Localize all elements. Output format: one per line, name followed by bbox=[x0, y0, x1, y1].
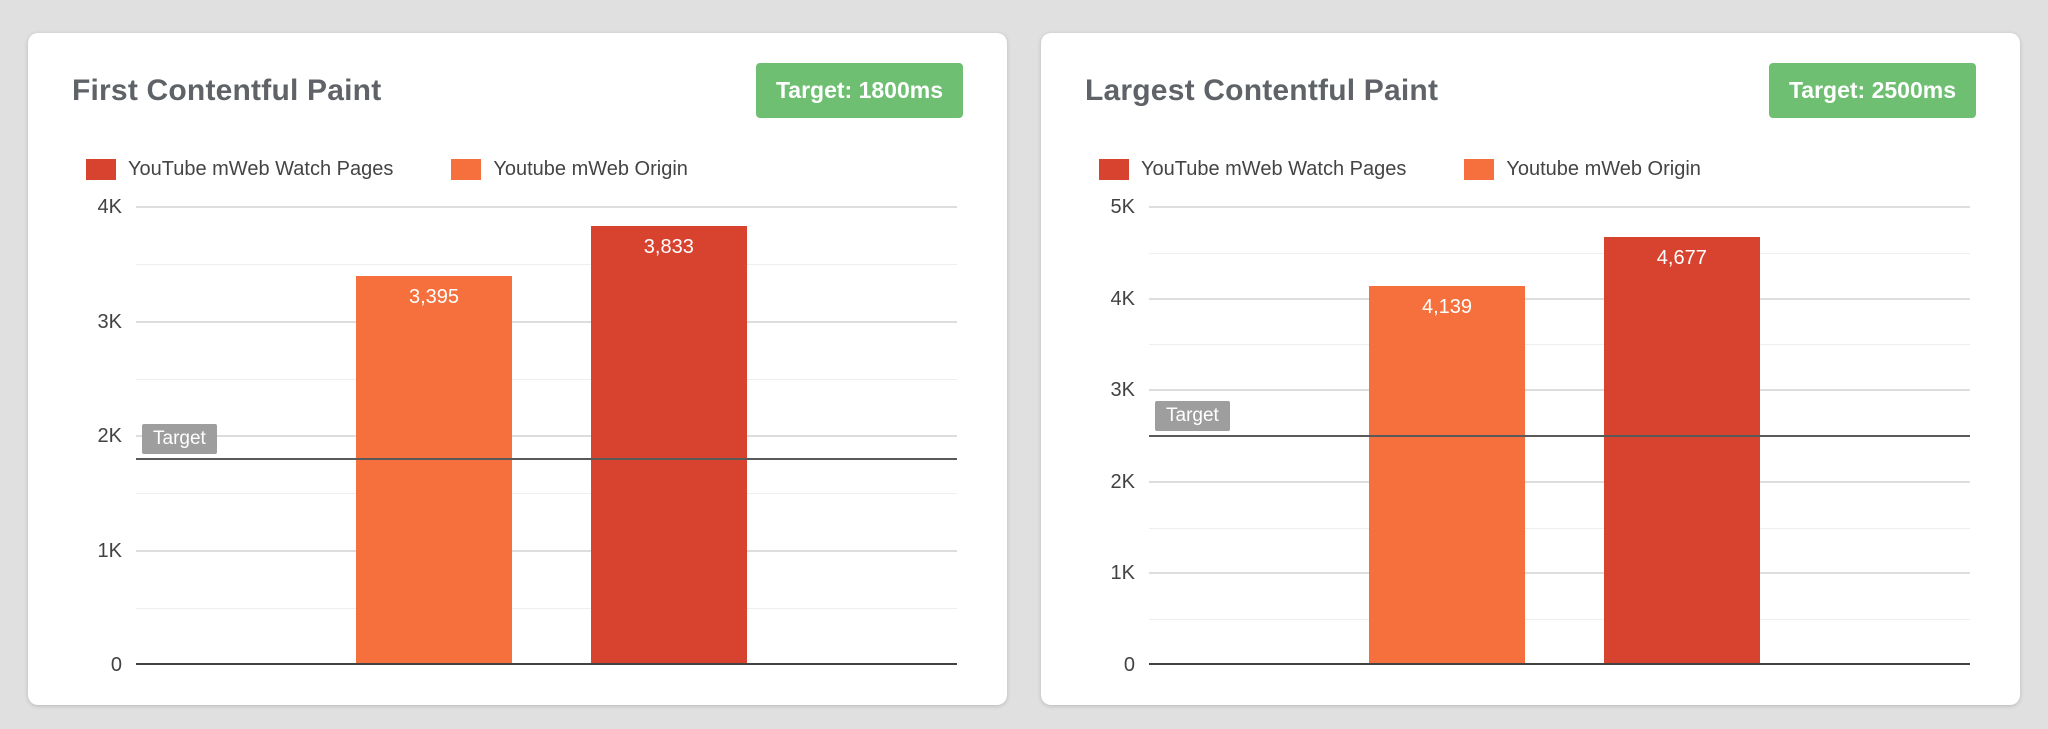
legend-swatch bbox=[86, 159, 116, 180]
bar: 4,677 bbox=[1603, 236, 1760, 665]
y-axis-tick-label: 1K bbox=[97, 539, 122, 562]
y-axis-tick-label: 3K bbox=[1110, 379, 1135, 402]
bar: 4,139 bbox=[1369, 285, 1525, 665]
bar-chart: 4,139 4,677 Target 0 1K 2K 3K 4K 5K bbox=[1085, 197, 1976, 675]
legend-label: YouTube mWeb Watch Pages bbox=[128, 158, 394, 180]
gridline bbox=[1149, 480, 1970, 483]
plot-area: 4,139 4,677 Target bbox=[1149, 206, 1970, 665]
legend: YouTube mWeb Watch Pages Youtube mWeb Ori… bbox=[86, 158, 963, 181]
gridline bbox=[136, 206, 957, 208]
gridline bbox=[1149, 619, 1970, 621]
gridline bbox=[136, 378, 957, 380]
plot-area: 3,395 3,833 Target bbox=[136, 206, 957, 665]
bar: 3,395 bbox=[356, 276, 512, 665]
lcp-chart-card: Largest Contentful Paint Target: 2500ms … bbox=[1041, 33, 2020, 705]
legend-item: Youtube mWeb Origin bbox=[1464, 158, 1701, 181]
x-axis-line bbox=[1149, 663, 1970, 665]
gridline bbox=[136, 435, 957, 437]
fcp-chart-card: First Contentful Paint Target: 1800ms Yo… bbox=[28, 33, 1007, 705]
bar-value-label: 3,833 bbox=[643, 236, 694, 259]
bar-value-label: 4,677 bbox=[1656, 246, 1707, 269]
card-header: First Contentful Paint Target: 1800ms bbox=[72, 63, 963, 118]
legend-label: YouTube mWeb Watch Pages bbox=[1141, 158, 1407, 180]
bar-value-label: 3,395 bbox=[408, 286, 460, 309]
bar-value-label: 4,139 bbox=[1421, 295, 1473, 318]
gridline bbox=[1149, 389, 1970, 392]
y-axis-tick-label: 3K bbox=[97, 310, 122, 333]
card-header: Largest Contentful Paint Target: 2500ms bbox=[1085, 63, 1976, 118]
target-line bbox=[1149, 435, 1970, 437]
gridline bbox=[136, 493, 957, 495]
x-axis-line bbox=[136, 663, 957, 665]
y-axis-tick-label: 0 bbox=[110, 654, 122, 676]
y-axis-tick-label: 5K bbox=[1110, 196, 1135, 218]
y-axis-tick-label: 0 bbox=[1123, 654, 1135, 676]
legend-item: YouTube mWeb Watch Pages bbox=[1099, 158, 1406, 181]
y-axis-tick-label: 2K bbox=[1110, 470, 1135, 493]
legend-swatch bbox=[1464, 159, 1495, 180]
target-badge: Target: 2500ms bbox=[1768, 63, 1976, 118]
target-label-chip: Target bbox=[1155, 401, 1230, 431]
target-badge: Target: 1800ms bbox=[755, 63, 963, 118]
y-axis-tick-label: 2K bbox=[97, 425, 122, 447]
target-line bbox=[136, 457, 957, 460]
bar-chart: 3,395 3,833 Target 0 1K 2K 3K 4K bbox=[72, 197, 963, 675]
gridline bbox=[1149, 527, 1970, 529]
y-axis-tick-label: 1K bbox=[1110, 562, 1135, 585]
y-axis-tick-label: 4K bbox=[1110, 287, 1135, 310]
gridline bbox=[1149, 344, 1970, 346]
gridline bbox=[136, 264, 957, 266]
legend-label: Youtube mWeb Origin bbox=[1506, 158, 1701, 180]
bar: 3,833 bbox=[590, 226, 747, 665]
y-axis-tick-label: 4K bbox=[97, 196, 122, 218]
legend-item: Youtube mWeb Origin bbox=[451, 158, 688, 181]
gridline bbox=[1149, 206, 1970, 208]
target-label-chip: Target bbox=[142, 423, 217, 454]
gridline bbox=[1149, 572, 1970, 575]
gridline bbox=[136, 320, 957, 323]
gridline bbox=[136, 549, 957, 552]
legend: YouTube mWeb Watch Pages Youtube mWeb Ori… bbox=[1099, 158, 1976, 181]
legend-item: YouTube mWeb Watch Pages bbox=[86, 158, 393, 181]
gridline bbox=[136, 607, 957, 609]
chart-title: First Contentful Paint bbox=[72, 73, 382, 107]
legend-swatch bbox=[1099, 159, 1129, 180]
legend-label: Youtube mWeb Origin bbox=[493, 158, 688, 180]
gridline bbox=[1149, 297, 1970, 300]
gridline bbox=[1149, 252, 1970, 254]
legend-swatch bbox=[451, 159, 482, 180]
chart-title: Largest Contentful Paint bbox=[1085, 73, 1439, 107]
